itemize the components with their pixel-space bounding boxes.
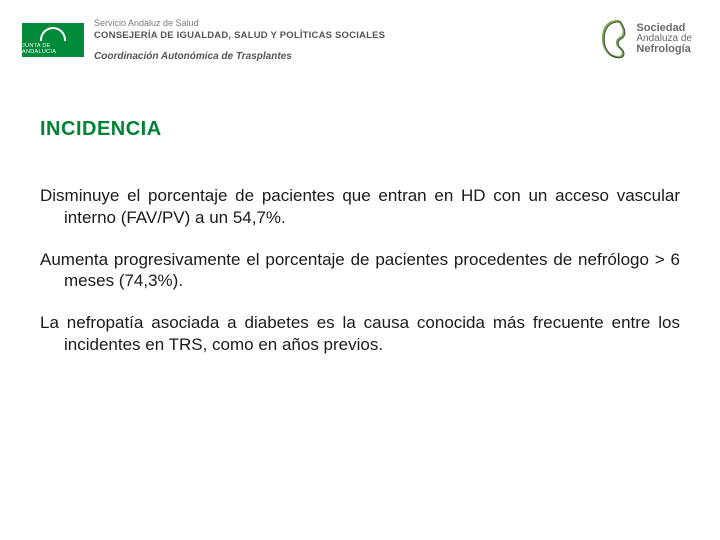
junta-logo-text: JUNTA DE ANDALUCIA — [22, 43, 84, 55]
junta-andalucia-logo: JUNTA DE ANDALUCIA — [22, 23, 84, 57]
org-line-3: Coordinación Autonómica de Trasplantes — [94, 51, 385, 62]
org-line-1: Servicio Andaluz de Salud — [94, 18, 385, 28]
san-line-3: Nefrología — [636, 44, 692, 55]
slide-title: INCIDENCIA — [40, 118, 680, 141]
paragraph-1: Disminuye el porcentaje de pacientes que… — [40, 185, 680, 229]
san-logo: Sociedad Andaluza de Nefrología — [598, 18, 692, 60]
arch-icon — [40, 27, 66, 41]
logo-row: JUNTA DE ANDALUCIA Servicio Andaluz de S… — [22, 18, 385, 62]
san-text: Sociedad Andaluza de Nefrología — [636, 23, 692, 55]
content: INCIDENCIA Disminuye el porcentaje de pa… — [0, 62, 720, 356]
kidney-icon — [598, 18, 630, 60]
header-left: JUNTA DE ANDALUCIA Servicio Andaluz de S… — [22, 18, 385, 62]
header-text-block: Servicio Andaluz de Salud CONSEJERÍA DE … — [94, 18, 385, 62]
header: JUNTA DE ANDALUCIA Servicio Andaluz de S… — [0, 0, 720, 62]
paragraph-2: Aumenta progresivamente el porcentaje de… — [40, 249, 680, 293]
org-line-2: CONSEJERÍA DE IGUALDAD, SALUD Y POLÍTICA… — [94, 30, 385, 41]
paragraph-3: La nefropatía asociada a diabetes es la … — [40, 312, 680, 356]
